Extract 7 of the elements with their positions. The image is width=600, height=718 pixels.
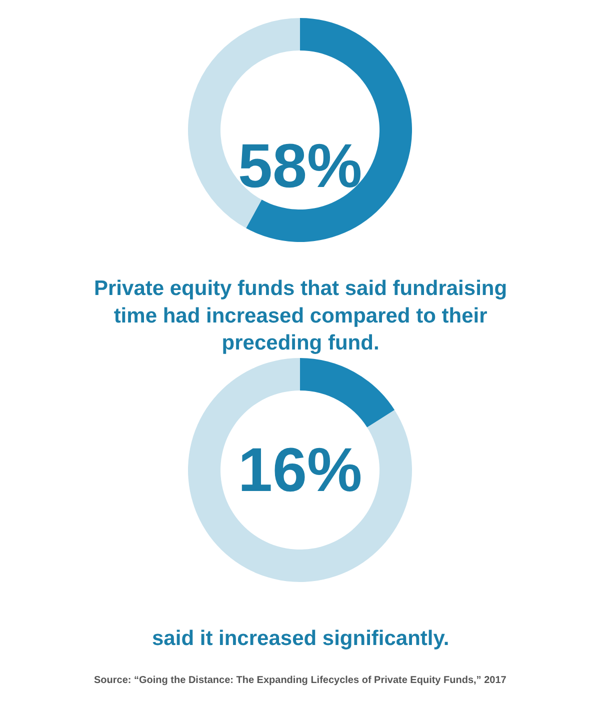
donut-slice (300, 358, 395, 428)
text: said it increased significantly. (152, 627, 450, 650)
donut-slice (188, 358, 412, 582)
text: Private equity funds that said fundraising time had increased compared to their preceding fund. (94, 277, 508, 355)
text: 16% (238, 436, 362, 505)
text: 58% (238, 132, 362, 201)
source-note: Source: “Going the Distance: The Expanding Lifecycles of Private Equity Funds,” 2017 (94, 675, 507, 686)
